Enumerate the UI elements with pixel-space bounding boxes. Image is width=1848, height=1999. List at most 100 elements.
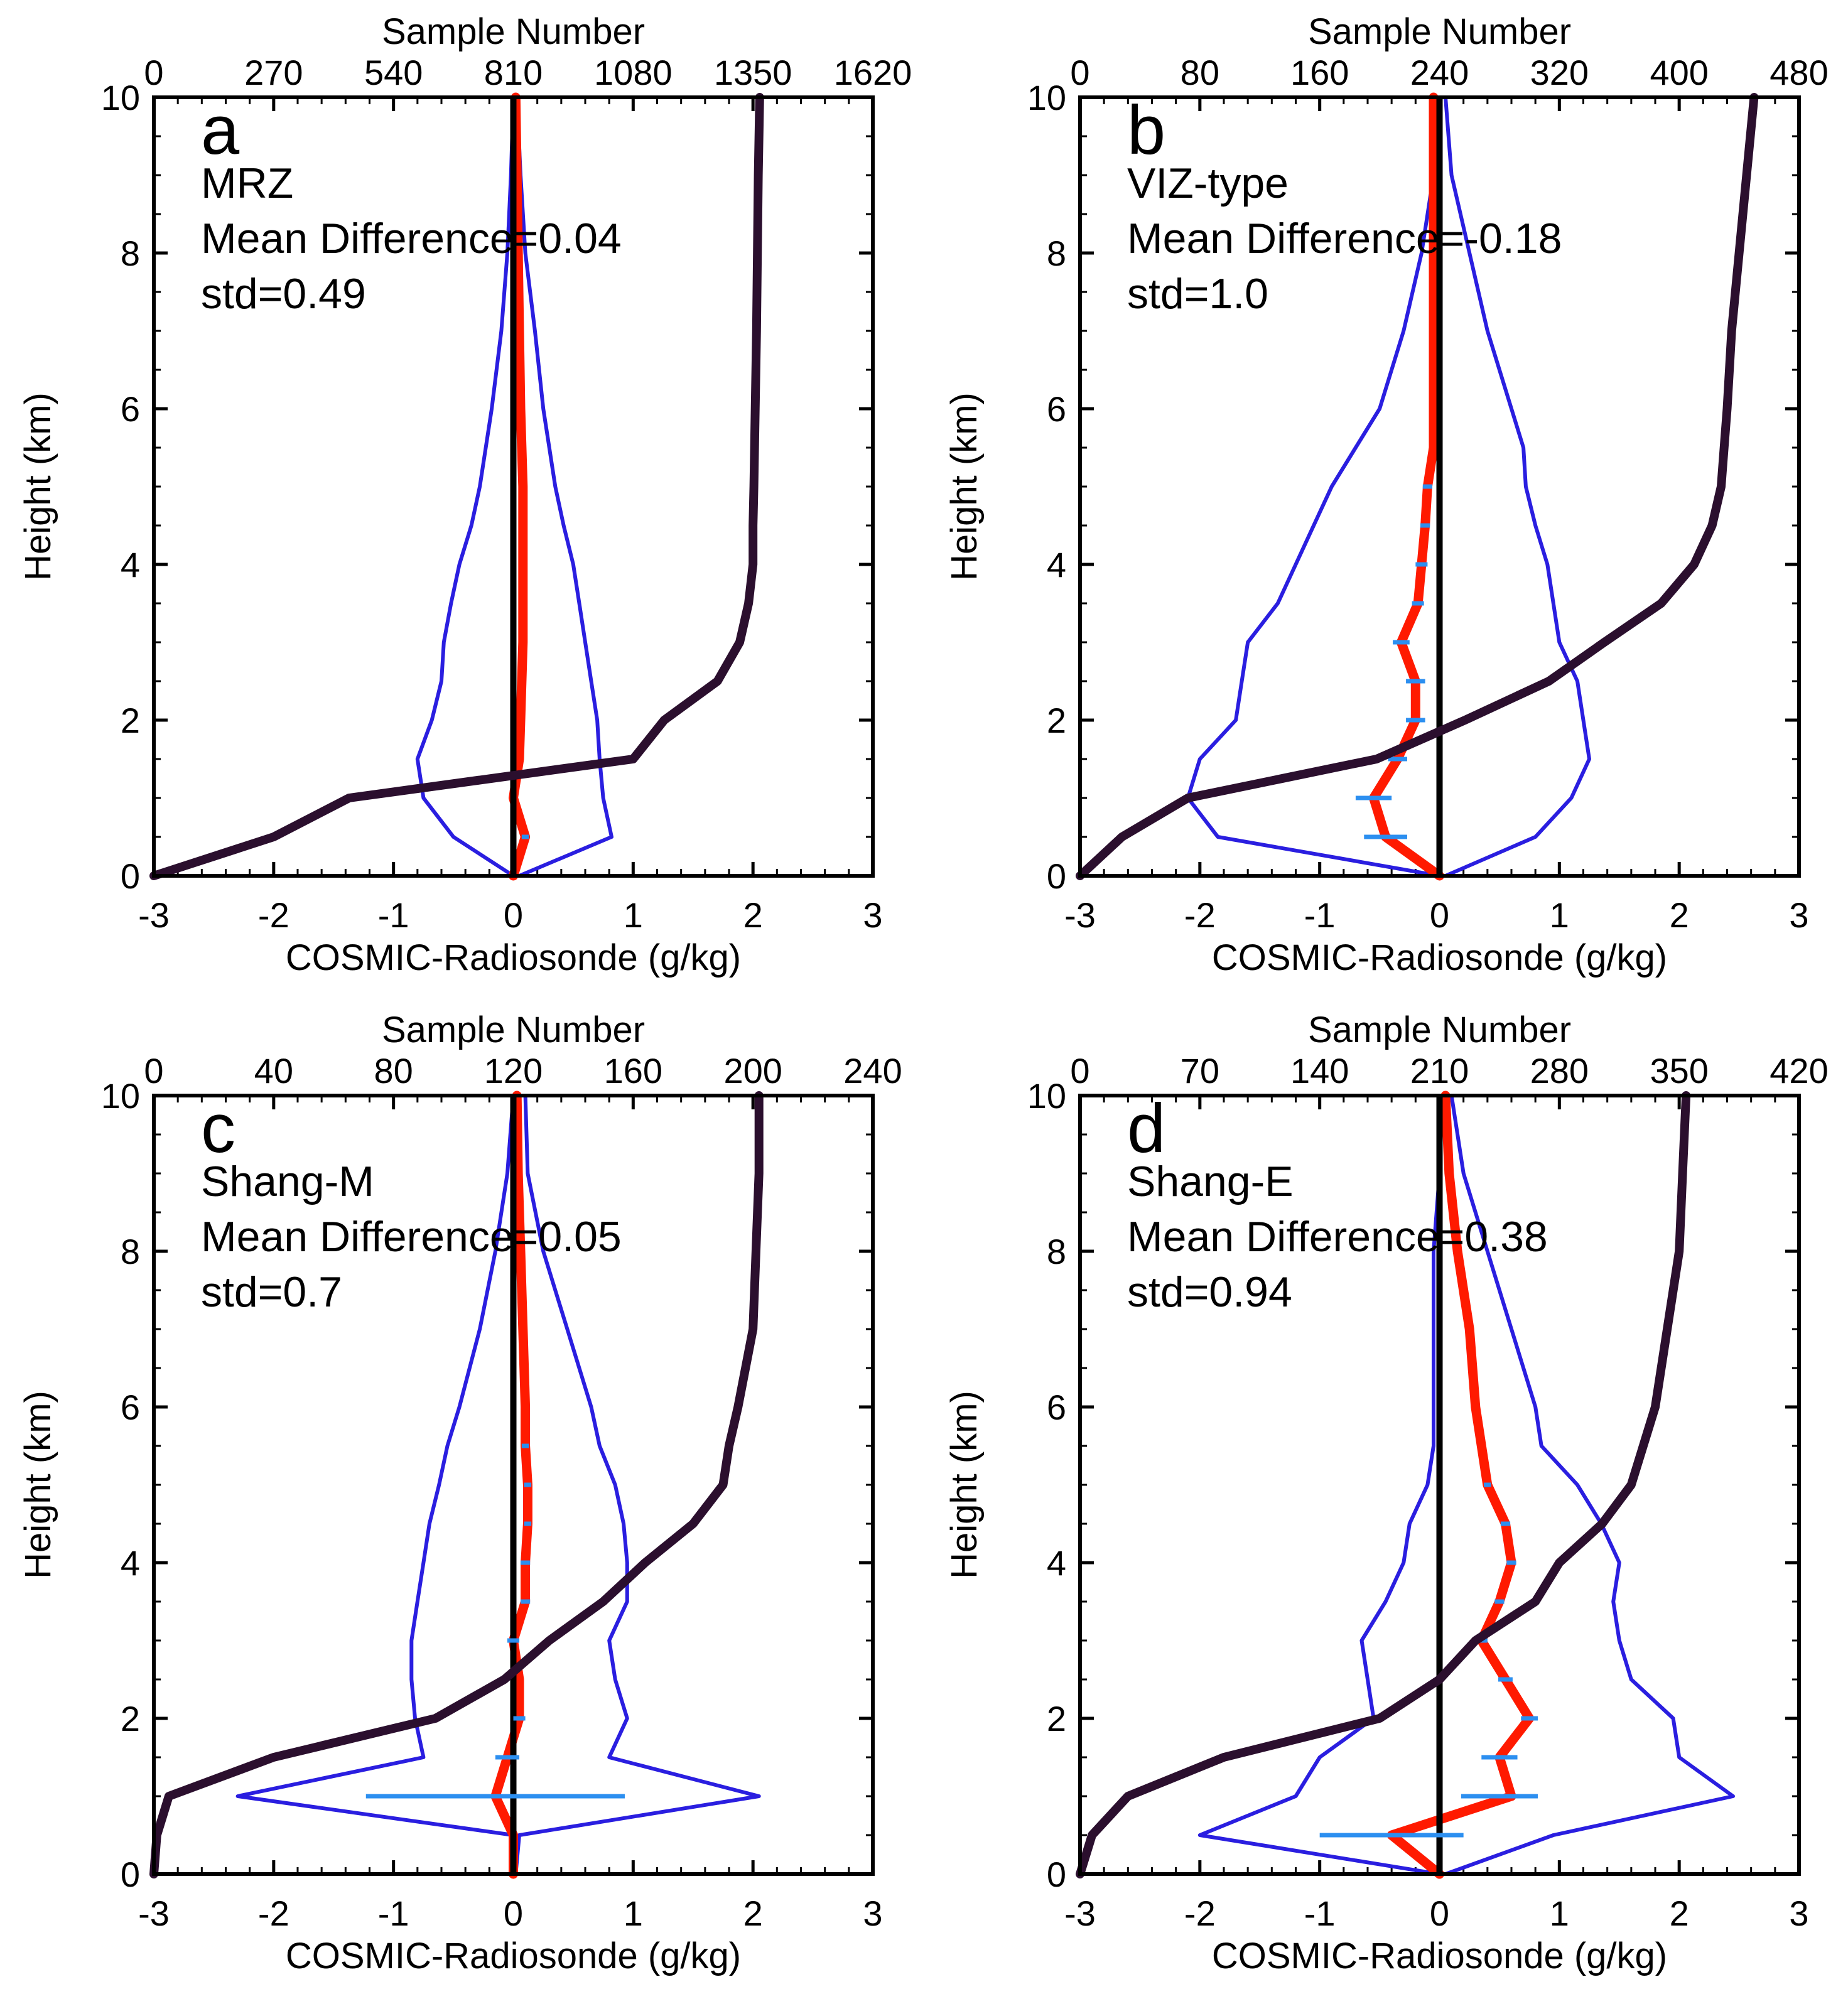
- y-tick-label: 2: [1047, 1699, 1066, 1738]
- sample-number-line: [149, 93, 764, 880]
- y-tick-label: 8: [1047, 234, 1066, 273]
- y-tick-label: 0: [1047, 856, 1066, 896]
- panel-letter: b: [1127, 92, 1165, 169]
- std-label: std=0.49: [201, 270, 366, 318]
- std-minus-line: [1186, 95, 1442, 878]
- y-tick-label: 0: [121, 1855, 140, 1894]
- y-tick-label: 4: [1047, 545, 1066, 585]
- x-axis-title: COSMIC-Radiosonde (g/kg): [286, 1936, 741, 1976]
- x2-tick-label: 240: [1410, 53, 1469, 92]
- y-tick-label: 6: [121, 389, 140, 429]
- std-plus-line: [1444, 95, 1591, 878]
- x-tick-label: 1: [624, 895, 643, 935]
- sample-number-line: [1076, 93, 1759, 880]
- panel-a: -3 -2 -1 0 1 2 30 270 540 810 1080 1350 16200246810C…: [18, 11, 912, 978]
- x-tick-label: -1: [378, 1894, 409, 1933]
- x2-tick-label: 1350: [714, 53, 792, 92]
- x-axis-title: COSMIC-Radiosonde (g/kg): [1212, 1936, 1667, 1976]
- x2-tick-label: 0: [144, 1051, 163, 1091]
- std-label: std=0.94: [1127, 1268, 1292, 1316]
- x2-tick-label: 540: [364, 53, 423, 92]
- x2-axis-title: Sample Number: [1308, 1010, 1571, 1050]
- std-minus-line: [415, 95, 516, 878]
- x2-tick-label: 160: [1290, 53, 1349, 92]
- panel-title: VIZ-type: [1127, 159, 1289, 207]
- sample-number-line: [149, 1091, 764, 1878]
- x2-tick-label: 80: [374, 1051, 413, 1091]
- sample-number-line: [1076, 1091, 1691, 1878]
- panel-c: -3 -2 -1 0 1 2 3 0 40 80 120 160 200 240 0 2 4 6 8 10 COSMIC…: [18, 1010, 902, 1976]
- x2-tick-label: 240: [843, 1051, 902, 1091]
- y-tick-label: 10: [1027, 78, 1066, 117]
- x2-tick-label: 0: [144, 53, 163, 92]
- x2-tick-label: 400: [1650, 53, 1708, 92]
- y-tick-label: 4: [121, 545, 140, 585]
- x-tick-label: -2: [1184, 895, 1216, 935]
- panel-b: -3 -2 -1 0 1 2 3 0 80 160 240 320 400 480 0 2 4 6 8 10 COSMI…: [944, 11, 1829, 978]
- panel-title: MRZ: [201, 159, 293, 207]
- x2-tick-label: 80: [1181, 53, 1219, 92]
- panel-d: -3 -2 -1 0 1 2 3 0 70 140 210 280 350 420 0 2 4 6 8 10 COSMI…: [944, 1010, 1829, 1976]
- x2-tick-label: 210: [1410, 1051, 1469, 1091]
- x2-tick-label: 1620: [834, 53, 912, 92]
- x-tick-label: -3: [1064, 895, 1096, 935]
- x2-tick-label: 120: [484, 1051, 543, 1091]
- x2-tick-label: 0: [1070, 1051, 1089, 1091]
- x-tick-label: -2: [1184, 1894, 1216, 1933]
- x-tick-label: 1: [1550, 895, 1569, 935]
- x2-tick-label: 280: [1530, 1051, 1589, 1091]
- x-tick-label: -1: [378, 895, 409, 935]
- x2-tick-label: 350: [1650, 1051, 1708, 1091]
- mean-difference-label: Mean Difference=0.05: [201, 1213, 622, 1261]
- y-tick-label: 6: [1047, 389, 1066, 429]
- mean-difference-label: Mean Difference=-0.18: [1127, 215, 1562, 262]
- x-tick-label: -1: [1304, 895, 1336, 935]
- x-axis-title: COSMIC-Radiosonde (g/kg): [1212, 937, 1667, 978]
- x-tick-label: 1: [1550, 1894, 1569, 1933]
- x-tick-label: 2: [1670, 895, 1689, 935]
- x2-tick-label: 480: [1770, 53, 1828, 92]
- x2-tick-label: 810: [484, 53, 543, 92]
- y-tick-label: 8: [1047, 1232, 1066, 1271]
- mean-difference-label: Mean Difference=0.38: [1127, 1213, 1548, 1261]
- x2-tick-label: 160: [604, 1051, 662, 1091]
- x2-tick-label: 0: [1070, 53, 1089, 92]
- panel-title: Shang-E: [1127, 1158, 1294, 1205]
- x-tick-label: -2: [258, 1894, 289, 1933]
- x-tick-label: -1: [1304, 1894, 1336, 1933]
- y-axis-title: Height (km): [18, 392, 58, 581]
- y-tick-label: 10: [101, 1076, 140, 1116]
- std-plus-line: [1444, 1094, 1735, 1876]
- x-tick-label: 0: [1430, 895, 1449, 935]
- y-tick-label: 4: [121, 1543, 140, 1583]
- y-axis-title: Height (km): [18, 1391, 58, 1579]
- x-tick-label: 3: [1789, 895, 1808, 935]
- x-tick-label: 2: [743, 895, 763, 935]
- std-label: std=1.0: [1127, 270, 1268, 318]
- x2-tick-label: 320: [1530, 53, 1589, 92]
- x2-axis-title: Sample Number: [1308, 11, 1571, 52]
- x2-axis-title: Sample Number: [382, 11, 645, 52]
- x2-tick-label: 40: [254, 1051, 293, 1091]
- plot-frame: [1078, 1094, 1801, 1876]
- plot-frame: [152, 1094, 875, 1876]
- x-tick-label: 1: [624, 1894, 643, 1933]
- x-tick-label: 2: [1670, 1894, 1689, 1933]
- x-tick-label: -3: [1064, 1894, 1096, 1933]
- x2-tick-label: 140: [1290, 1051, 1349, 1091]
- x-tick-label: 3: [1789, 1894, 1808, 1933]
- x-tick-label: 0: [504, 895, 523, 935]
- x-tick-label: 2: [743, 1894, 763, 1933]
- mean-difference-label: Mean Difference=0.04: [201, 215, 622, 262]
- x2-tick-label: 420: [1770, 1051, 1828, 1091]
- y-tick-label: 10: [101, 78, 140, 117]
- x2-tick-label: 1080: [594, 53, 673, 92]
- y-axis-title: Height (km): [944, 392, 985, 581]
- x-axis-title: COSMIC-Radiosonde (g/kg): [286, 937, 741, 978]
- y-tick-label: 2: [121, 701, 140, 740]
- std-plus-line: [515, 95, 613, 878]
- std-minus-line: [235, 1094, 516, 1876]
- plot-frame: [1078, 95, 1801, 878]
- panel-letter: a: [201, 92, 240, 169]
